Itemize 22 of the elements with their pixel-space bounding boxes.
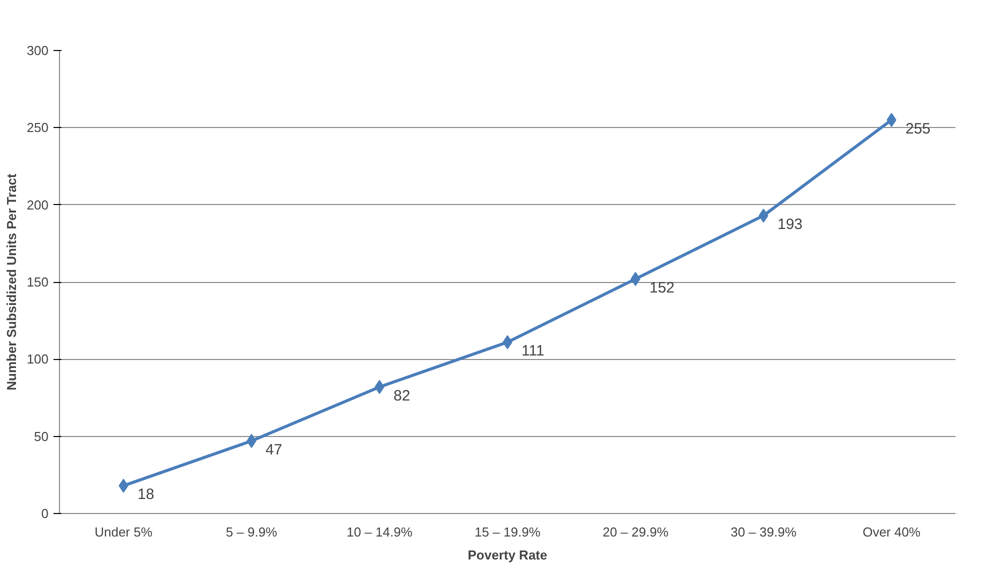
y-tick-label: 300 — [26, 43, 49, 58]
y-tick-label: 150 — [26, 274, 49, 290]
x-tick-label: 5 – 9.9% — [226, 524, 278, 540]
y-tick-label: 250 — [26, 120, 49, 136]
data-label: 193 — [778, 216, 803, 234]
data-label: 47 — [266, 441, 282, 458]
y-tick-label: 100 — [26, 352, 49, 367]
y-tick-label: 200 — [26, 197, 49, 212]
x-axis-title: Poverty Rate — [468, 548, 548, 562]
y-axis-title: Number Subsidized Units Per Tract — [4, 172, 19, 390]
x-tick-label: 10 – 14.9% — [346, 524, 413, 540]
data-label: 82 — [394, 387, 410, 404]
y-tick-label: 50 — [34, 428, 49, 444]
y-tick-label: 0 — [41, 506, 49, 521]
data-label: 18 — [138, 486, 154, 504]
x-tick-label: 20 – 29.9% — [602, 524, 669, 540]
data-label: 111 — [522, 342, 544, 360]
x-tick-label: Over 40% — [862, 524, 921, 540]
x-tick-label: Under 5% — [94, 524, 153, 540]
x-tick-label: 30 – 39.9% — [730, 524, 797, 540]
data-label: 152 — [650, 279, 675, 296]
x-tick-label: 15 – 19.9% — [474, 524, 541, 540]
